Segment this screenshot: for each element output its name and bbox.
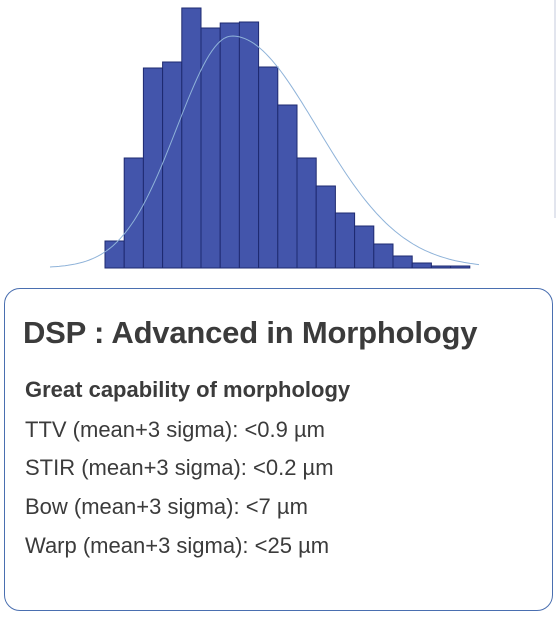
histogram-bars [104, 7, 471, 269]
distribution-curve [49, 35, 480, 268]
histogram-bar [334, 212, 356, 269]
edge-divider [554, 0, 556, 218]
histogram-bar [123, 157, 144, 269]
histogram-bar [162, 61, 183, 269]
histogram-bar [450, 265, 471, 269]
histogram-chart [49, 7, 480, 269]
histogram-bar [354, 225, 375, 269]
histogram-bar [430, 265, 452, 269]
spec-stir: STIR (mean+3 sigma): <0.2 µm [25, 455, 334, 480]
histogram-bar [142, 67, 164, 269]
card-subtitle: Great capability of morphology [25, 377, 351, 402]
info-card: DSP : Advanced in Morphology Great capab… [4, 288, 553, 611]
histogram-bar [219, 22, 240, 269]
histogram-bar [373, 243, 394, 269]
histogram-bar [315, 185, 336, 269]
histogram-bar [104, 240, 125, 269]
histogram-bar [181, 7, 202, 269]
histogram-bar [296, 157, 317, 269]
histogram-bar [238, 21, 260, 269]
histogram-bar [411, 262, 432, 269]
spec-ttv: TTV (mean+3 sigma): <0.9 µm [25, 417, 325, 442]
card-title: DSP : Advanced in Morphology [23, 315, 478, 350]
histogram-bar [392, 255, 413, 269]
spec-warp: Warp (mean+3 sigma): <25 µm [25, 533, 330, 558]
histogram-bar [277, 104, 298, 269]
histogram-bar [258, 66, 279, 269]
spec-bow: Bow (mean+3 sigma): <7 µm [25, 494, 308, 519]
